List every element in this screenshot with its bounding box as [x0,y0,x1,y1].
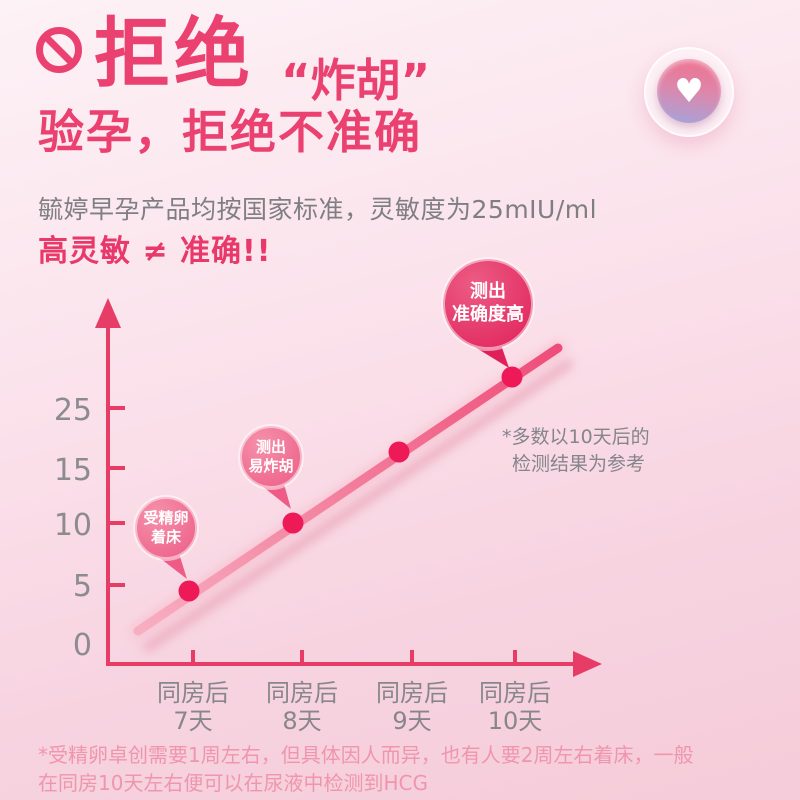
footer-note: *受精卵卓创需要1周左右，但具体因人而异，也有人要2周左右着床，一般 在同房10… [38,741,768,797]
bubble-text-line: 准确度高 [452,304,524,325]
x-tick-label: 9天 [392,707,431,735]
x-tick-label: 8天 [282,707,321,735]
y-tick-label: 25 [54,393,92,428]
heart-badge-inner: ♥ [657,59,721,123]
bubble-high-accuracy [441,257,535,351]
x-axis-arrow [573,651,602,677]
data-point [501,366,523,388]
y-axis-arrow [95,298,121,328]
bubble-false-positive-label: 测出 易炸胡 [248,438,293,476]
no-entry-icon [36,27,82,73]
x-tick-label: 10天 [488,707,543,735]
bubble-text-line: 测出 [470,281,506,302]
footer-note-line1: *受精卵卓创需要1周左右，但具体因人而异，也有人要2周左右着床，一般 [38,743,694,767]
x-tick-label: 同房后 [266,679,338,707]
page-subtitle: 验孕，拒绝不准确 [38,105,422,159]
bubble-high-accuracy-label: 测出 准确度高 [452,280,524,326]
data-point [178,580,200,602]
trend-line [133,343,563,636]
x-tick-label: 同房后 [376,679,448,707]
chart-canvas: 25 15 10 5 0 同房后 7天 同房后 8天 同房后 9天 同房后 10… [54,257,650,735]
bubble-text-line: 易炸胡 [248,457,294,475]
title-quote: “炸胡” [281,54,431,107]
heart-icon: ♥ [674,70,704,110]
standard-text: 毓婷早孕产品均按国家标准，灵敏度为25mIU/ml [38,195,598,224]
footer-note-line2: 在同房10天左右便可以在尿液中检测到HCG [38,771,428,795]
page-title: 拒绝 [94,9,254,98]
bubble-text-line: 测出 [255,438,287,456]
y-tick-label: 15 [54,453,92,488]
bubble-text-line: 受精卵 [143,509,189,527]
x-tick-label: 7天 [173,707,212,735]
bubble-implantation [133,495,199,561]
data-point [282,512,304,534]
trend-line-shadow [143,359,573,652]
chart-note-line1: *多数以10天后的 [502,426,650,448]
data-point [388,441,410,463]
x-tick-label: 同房后 [157,679,229,707]
y-tick-label: 5 [73,569,92,604]
y-tick-label: 10 [54,508,92,543]
bubble-implantation-label: 受精卵 着床 [143,509,188,547]
heart-badge: ♥ [644,47,734,137]
x-tick-label: 同房后 [479,679,551,707]
bubble-text-line: 着床 [150,528,182,546]
slogan-text: 高灵敏 ≠ 准确!! [38,234,272,269]
bubble-false-positive [238,424,304,490]
chart-note-line2: 检测结果为参考 [512,453,645,475]
y-tick-label: 0 [73,628,92,663]
